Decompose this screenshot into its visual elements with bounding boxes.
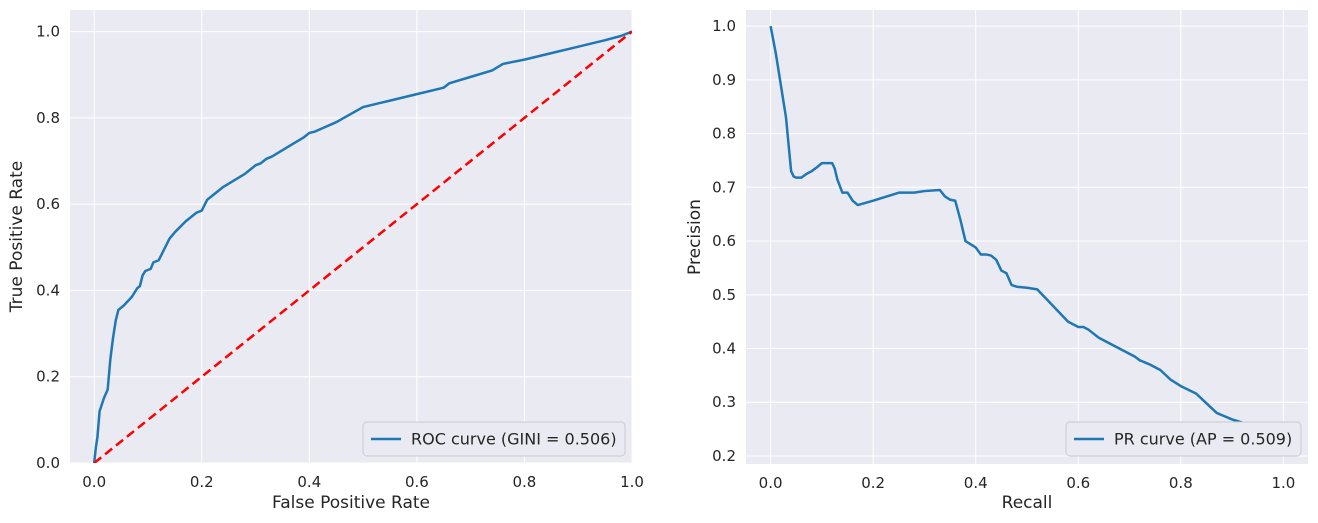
y-tick-label: 0.8 xyxy=(36,109,60,127)
legend: ROC curve (GINI = 0.506) xyxy=(362,421,626,457)
legend-frame xyxy=(1065,421,1302,457)
legend-frame xyxy=(362,421,626,457)
series-line-roc xyxy=(92,30,632,463)
x-tick-label: 0.0 xyxy=(759,474,783,492)
x-axis-title: False Positive Rate xyxy=(272,493,430,513)
y-tick-label: 0.0 xyxy=(36,454,60,472)
y-tick-label: 1.0 xyxy=(712,17,736,35)
x-tick-label: 1.0 xyxy=(1271,474,1295,492)
y-tick-label: 0.2 xyxy=(36,368,60,386)
series-line-pr xyxy=(769,25,1259,433)
y-tick-label: 0.8 xyxy=(712,125,736,143)
y-tick-label: 0.7 xyxy=(712,178,736,196)
y-tick-label: 0.9 xyxy=(712,71,736,89)
pr-chart-panel: 0.0 0.2 0.4 0.6 0.8 1.0 0.2 0.3 0.4 0.5 0.6 0.7 0.8 0… xyxy=(685,10,1308,513)
plot-area-background xyxy=(746,10,1308,464)
x-tick-label: 0.8 xyxy=(513,473,537,491)
legend-label: PR curve (AP = 0.509) xyxy=(1114,430,1292,449)
x-tick-label: 0.2 xyxy=(190,473,214,491)
x-tick-label: 0.8 xyxy=(1169,474,1193,492)
y-tick-label: 0.5 xyxy=(712,286,736,304)
legend-label: ROC curve (GINI = 0.506) xyxy=(411,430,617,449)
y-tick-label: 0.2 xyxy=(712,447,736,465)
x-tick-label: 0.0 xyxy=(82,473,106,491)
x-tick-label: 0.4 xyxy=(964,474,988,492)
x-tick-label: 0.2 xyxy=(861,474,885,492)
legend: PR curve (AP = 0.509) xyxy=(1065,421,1302,457)
y-axis-title: True Positive Rate xyxy=(7,161,27,313)
reference-diagonal-line xyxy=(93,30,632,463)
x-tick-label: 1.0 xyxy=(620,473,644,491)
y-tick-label: 1.0 xyxy=(36,23,60,41)
x-tick-label: 0.6 xyxy=(405,473,429,491)
x-axis-title: Recall xyxy=(1002,493,1053,513)
roc-chart-panel: 0.0 0.2 0.4 0.6 0.8 1.0 0.0 0.2 0.4 0.6 0.8 1.0 Fals… xyxy=(7,10,644,513)
x-tick-label: 0.6 xyxy=(1066,474,1090,492)
y-axis-title: Precision xyxy=(685,199,705,275)
y-tick-label: 0.4 xyxy=(712,339,736,357)
x-tick-label: 0.4 xyxy=(297,473,321,491)
y-tick-label: 0.4 xyxy=(36,281,60,299)
y-tick-label: 0.6 xyxy=(712,232,736,250)
y-tick-label: 0.3 xyxy=(712,393,736,411)
plot-area-background xyxy=(70,10,632,463)
y-tick-label: 0.6 xyxy=(36,195,60,213)
